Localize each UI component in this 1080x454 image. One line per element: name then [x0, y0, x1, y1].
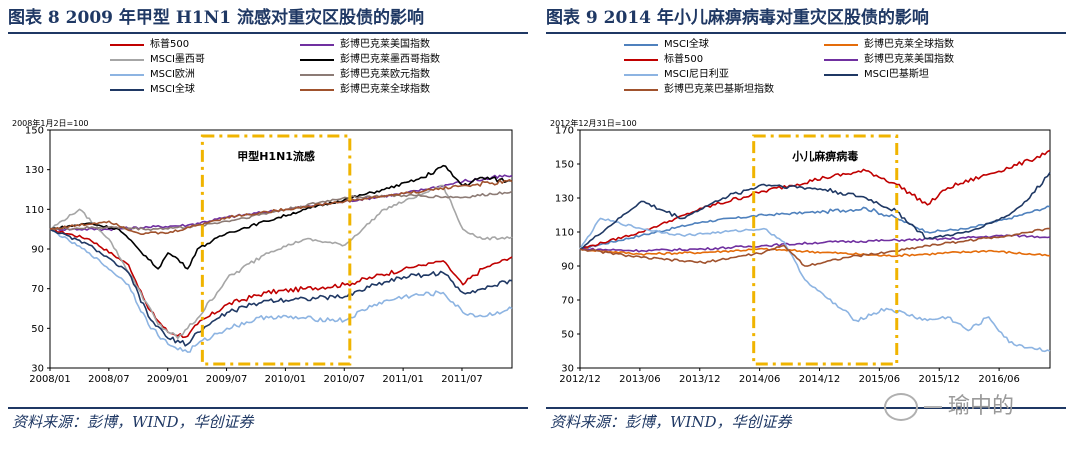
- figure-9-source: 资料来源：彭博，WIND，华创证券: [546, 407, 1066, 433]
- figure-8-base-label: 2008年1月2日=100: [12, 119, 89, 128]
- figure-8-panel: 图表 8 2009 年甲型 H1N1 流感对重灾区股债的影响 标普500 彭博巴克…: [8, 0, 528, 454]
- legend-swatch: [624, 89, 658, 91]
- y-tick-label: 30: [561, 364, 574, 375]
- x-tick-label: 2010/01: [265, 374, 307, 385]
- figure-9-panel: 图表 9 2014 年小儿麻痹病毒对重灾区股债的影响 MSCI全球 彭博巴克莱全球…: [546, 0, 1066, 454]
- x-tick-label: 2013/12: [679, 374, 721, 385]
- legend-label: 彭博巴克莱巴基斯坦指数: [664, 84, 774, 95]
- event-window-box: [752, 134, 899, 366]
- watermark-text: 瑜中的: [948, 394, 1015, 419]
- legend-swatch: [824, 44, 858, 46]
- series-line: [49, 228, 513, 339]
- legend-swatch: [110, 59, 144, 61]
- x-tick-label: 2016/06: [978, 374, 1020, 385]
- legend-swatch: [624, 44, 658, 46]
- x-tick-label: 2008/01: [29, 374, 71, 385]
- legend-swatch: [110, 74, 144, 76]
- legend-label: 彭博巴克莱美国指数: [340, 39, 430, 50]
- y-tick-label: 50: [31, 324, 44, 335]
- y-tick-label: 170: [555, 126, 574, 137]
- series-line: [579, 217, 1051, 353]
- y-tick-label: 50: [561, 330, 574, 341]
- legend-swatch: [624, 74, 658, 76]
- x-tick-label: 2011/07: [441, 374, 483, 385]
- x-tick-label: 2009/07: [206, 374, 248, 385]
- legend-swatch: [300, 74, 334, 76]
- series-line: [49, 228, 513, 347]
- legend-swatch: [824, 74, 858, 76]
- series-line: [579, 149, 1051, 250]
- legend-swatch: [300, 59, 334, 61]
- x-tick-label: 2010/07: [323, 374, 365, 385]
- legend-label: 标普500: [150, 39, 190, 50]
- legend-swatch: [300, 44, 334, 46]
- legend-label: 彭博巴克莱全球指数: [864, 39, 954, 50]
- plot-frame: [579, 129, 1051, 369]
- x-tick-label: 2009/01: [147, 374, 189, 385]
- legend-swatch: [300, 89, 334, 91]
- legend-swatch: [110, 44, 144, 46]
- series-line: [579, 233, 1051, 253]
- wechat-icon: [884, 393, 918, 421]
- x-tick-label: 2014/12: [799, 374, 841, 385]
- legend-label: 彭博巴克莱美国指数: [864, 54, 954, 65]
- x-tick-label: 2015/12: [918, 374, 960, 385]
- x-tick-label: 2014/06: [739, 374, 781, 385]
- event-window-label: 甲型H1N1流感: [237, 149, 315, 163]
- series-line: [49, 164, 513, 270]
- legend-swatch: [824, 59, 858, 61]
- x-tick-label: 2013/06: [619, 374, 661, 385]
- figure-9-chart: 30 50 70 90 110 130 150 170 2012/12 2013/06 2013/1…: [555, 126, 1051, 385]
- legend-label: MSCI墨西哥: [150, 54, 205, 65]
- legend-label: MSCI全球: [150, 84, 195, 95]
- legend-label: 标普500: [664, 54, 704, 65]
- legend-label: 彭博巴克莱墨西哥指数: [340, 54, 440, 65]
- x-tick-label: 2011/01: [382, 374, 424, 385]
- y-tick-label: 110: [555, 228, 574, 239]
- y-tick-label: 90: [561, 262, 574, 273]
- y-tick-label: 110: [25, 205, 44, 216]
- series-line: [49, 179, 513, 235]
- series-line: [579, 172, 1051, 250]
- y-tick-label: 70: [31, 284, 44, 295]
- legend-swatch: [624, 59, 658, 61]
- y-tick-label: 70: [561, 296, 574, 307]
- y-tick-label: 150: [555, 160, 574, 171]
- series-line: [49, 228, 513, 353]
- y-tick-label: 30: [31, 364, 44, 375]
- series-line: [49, 174, 513, 232]
- legend-label: MSCI全球: [664, 39, 709, 50]
- y-tick-label: 130: [25, 165, 44, 176]
- x-tick-label: 2012/12: [559, 374, 601, 385]
- figure-8-source: 资料来源：彭博，WIND，华创证券: [8, 407, 528, 433]
- figure-8-title: 图表 8 2009 年甲型 H1N1 流感对重灾区股债的影响: [8, 4, 528, 34]
- legend-label: 彭博巴克莱全球指数: [340, 84, 430, 95]
- legend-label: MSCI尼日利亚: [664, 69, 729, 80]
- series-line: [579, 247, 1051, 258]
- legend-swatch: [110, 89, 144, 91]
- x-tick-label: 2015/06: [859, 374, 901, 385]
- figure-9-title: 图表 9 2014 年小儿麻痹病毒对重灾区股债的影响: [546, 4, 1066, 34]
- event-window-label: 小儿麻痹病毒: [791, 149, 858, 163]
- series-line: [579, 227, 1051, 267]
- event-window-box: [200, 134, 352, 366]
- figure-9-base-label: 2012年12月31日=100: [550, 119, 637, 128]
- series-line: [49, 190, 513, 231]
- legend-label: MSCI欧洲: [150, 69, 195, 80]
- y-tick-label: 130: [555, 194, 574, 205]
- y-tick-label: 90: [31, 245, 44, 256]
- watermark-dash: [924, 406, 942, 408]
- legend-label: MSCI巴基斯坦: [864, 69, 929, 80]
- y-tick-label: 150: [25, 126, 44, 137]
- x-tick-label: 2008/07: [88, 374, 130, 385]
- figure-8-chart: 30 50 70 90 110 130 150 2008/01 2008/07 2009/01 20…: [25, 126, 513, 385]
- watermark: 瑜中的: [884, 388, 1014, 422]
- legend-label: 彭博巴克莱欧元指数: [340, 69, 430, 80]
